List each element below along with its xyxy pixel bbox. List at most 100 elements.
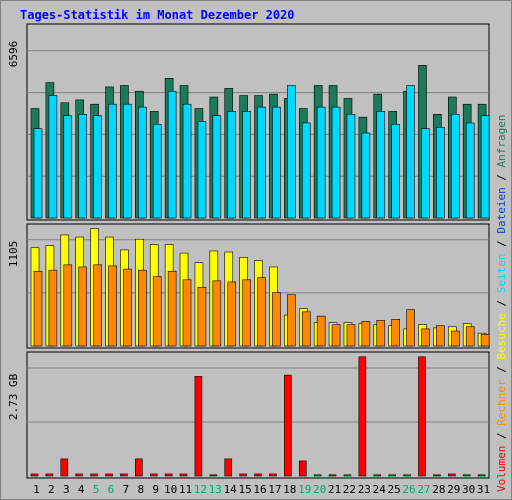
bar-rechner-day-12 [197, 286, 207, 347]
x-tick-label-day-7: 7 [123, 483, 130, 496]
x-tick-label-day-2: 2 [48, 483, 55, 496]
x-tick-label-day-12: 12 [194, 483, 207, 496]
bar-rechner-day-26 [406, 309, 415, 347]
legend-item-dateien: Dateien [495, 187, 508, 233]
bar-seiten-day-12 [197, 121, 207, 219]
legend-item-anfragen: Anfragen [495, 114, 508, 167]
bar-rechner-day-14 [227, 281, 237, 347]
bar-seiten-day-11 [182, 103, 192, 219]
x-tick-label-day-9: 9 [152, 483, 159, 496]
bar-rechner-day-15 [242, 279, 251, 347]
x-tick-label-day-24: 24 [373, 483, 387, 496]
x-tick-label-day-22: 22 [343, 483, 356, 496]
bar-volumen-day-26 [403, 474, 411, 477]
bar-volumen-day-22 [343, 474, 352, 477]
bar-seiten-day-25 [391, 124, 400, 219]
x-tick-label-day-23: 23 [358, 483, 371, 496]
bar-seiten-day-5 [93, 115, 102, 219]
panel-top: 6596 [7, 23, 490, 221]
x-tick-label-day-26: 26 [402, 483, 415, 496]
legend-separator: / [495, 234, 508, 254]
chart-title: Tages-Statistik im Monat Dezember 2020 [20, 8, 295, 22]
bar-volumen-day-29 [447, 473, 456, 477]
bar-seiten-day-21 [331, 106, 341, 219]
legend-item-volumen: Volumen [495, 446, 508, 492]
legend-separator: / [495, 293, 508, 313]
x-tick-label-day-17: 17 [268, 483, 281, 496]
bar-volumen-day-19 [298, 460, 307, 477]
bar-seiten-day-9 [152, 124, 162, 219]
x-tick-label-day-16: 16 [253, 483, 266, 496]
bar-rechner-day-20 [316, 315, 326, 347]
bar-volumen-day-6 [105, 473, 113, 477]
bar-seiten-day-14 [227, 111, 237, 219]
bar-rechner-day-3 [63, 264, 73, 347]
bar-volumen-day-4 [75, 473, 84, 477]
bar-seiten-day-29 [450, 114, 460, 219]
x-tick-label-day-11: 11 [179, 483, 192, 496]
bar-rechner-day-24 [376, 320, 386, 347]
bar-volumen-day-21 [328, 474, 337, 477]
bar-rechner-day-2 [48, 269, 58, 347]
bar-volumen-day-11 [179, 473, 188, 477]
bar-rechner-day-21 [331, 324, 341, 347]
x-tick-label-day-29: 29 [447, 483, 460, 496]
series-volumen [30, 356, 486, 477]
bar-rechner-day-28 [436, 325, 445, 347]
bar-rechner-day-17 [272, 292, 281, 347]
bar-volumen-day-14 [224, 458, 233, 477]
bar-seiten-day-17 [272, 106, 281, 219]
legend-item-seiten: Seiten [495, 254, 508, 294]
bar-volumen-day-28 [433, 474, 441, 477]
bar-seiten-day-30 [465, 122, 475, 219]
x-tick-label-day-31: 31 [477, 483, 490, 496]
bar-rechner-day-4 [78, 266, 88, 347]
panel-bottom-ymax-label: 2.73 GB [7, 373, 20, 420]
bar-volumen-day-13 [209, 474, 218, 477]
bar-seiten-day-13 [212, 115, 222, 219]
bar-seiten-day-20 [316, 106, 326, 219]
bar-volumen-day-16 [254, 473, 262, 477]
x-tick-label-day-27: 27 [417, 483, 430, 496]
bar-rechner-day-11 [182, 279, 192, 347]
bar-seiten-day-31 [480, 115, 490, 219]
x-tick-label-day-14: 14 [224, 483, 238, 496]
bar-rechner-day-13 [212, 280, 222, 347]
bar-volumen-day-24 [373, 474, 382, 477]
bar-seiten-day-6 [108, 103, 117, 219]
x-tick-label-day-25: 25 [388, 483, 401, 496]
bar-seiten-day-7 [123, 103, 132, 219]
bar-rechner-day-16 [257, 277, 266, 347]
bar-seiten-day-16 [257, 106, 266, 219]
bar-seiten-day-28 [436, 126, 445, 219]
bar-rechner-day-19 [301, 311, 311, 347]
bar-volumen-day-8 [135, 458, 143, 477]
x-tick-label-day-30: 30 [462, 483, 475, 496]
x-tick-label-day-8: 8 [137, 483, 144, 496]
bar-rechner-day-10 [167, 270, 177, 347]
bar-volumen-day-27 [418, 356, 426, 477]
bar-rechner-day-25 [391, 319, 400, 347]
legend: Volumen / Rechner / Besuche / Seiten / D… [495, 114, 508, 492]
x-tick-label-day-3: 3 [63, 483, 70, 496]
x-tick-label-day-1: 1 [33, 483, 40, 496]
bar-volumen-day-31 [477, 474, 486, 477]
panel-middle-ymax-label: 1105 [7, 241, 20, 268]
bar-rechner-day-1 [33, 270, 43, 347]
bar-volumen-day-3 [60, 458, 69, 477]
bar-seiten-day-4 [78, 114, 88, 219]
bar-rechner-day-7 [123, 268, 132, 347]
bar-rechner-day-23 [361, 321, 371, 347]
panel-bottom: 2.73 GB [7, 351, 490, 479]
bar-seiten-day-10 [167, 90, 177, 219]
panel-top-ymax-label: 6596 [7, 41, 20, 68]
panels: 6596 1105 2.73 GB [7, 23, 490, 479]
x-tick-label-day-5: 5 [93, 483, 100, 496]
x-tick-label-day-21: 21 [328, 483, 341, 496]
bar-volumen-day-7 [120, 473, 128, 477]
bar-volumen-day-10 [164, 473, 173, 477]
legend-separator: / [495, 167, 508, 187]
bar-volumen-day-12 [194, 376, 203, 477]
bar-rechner-day-9 [152, 276, 162, 347]
